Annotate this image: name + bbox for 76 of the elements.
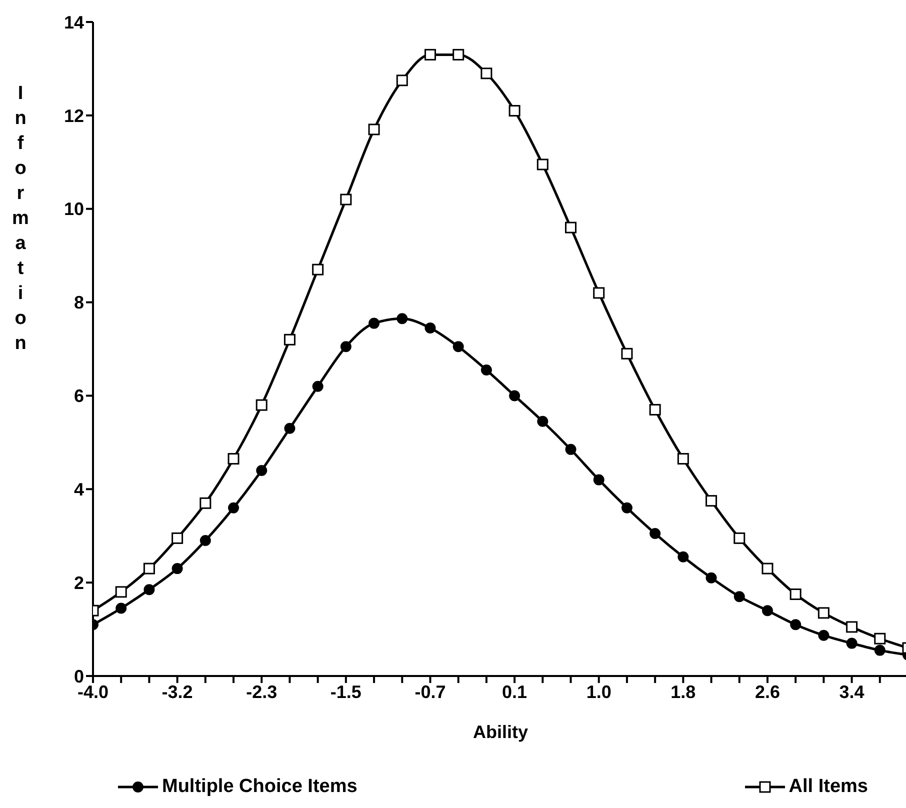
point	[846, 638, 858, 649]
x-tick-label: 1.8	[670, 682, 696, 702]
point	[312, 264, 324, 276]
point	[846, 621, 858, 633]
point	[790, 619, 802, 630]
y-tick-label: 10	[64, 199, 84, 220]
point	[480, 68, 492, 80]
point	[734, 591, 745, 602]
point	[172, 563, 183, 574]
point	[144, 584, 155, 596]
x-axis-title: Ability	[472, 722, 528, 742]
point	[200, 535, 211, 546]
x-tick-label: -1.5	[330, 682, 362, 702]
point	[790, 588, 802, 600]
y-tick-label: 2	[74, 572, 84, 593]
point	[593, 287, 605, 299]
point	[284, 334, 296, 346]
point	[256, 464, 268, 476]
legend-label: Multiple Choice Items	[161, 776, 358, 798]
y-tick-label: 6	[74, 386, 84, 406]
point	[706, 495, 718, 507]
point	[424, 322, 436, 334]
point	[818, 607, 830, 619]
x-tick-label: 2.6	[754, 682, 780, 702]
point	[706, 572, 717, 584]
point	[678, 551, 689, 562]
x-tick-label: 3.4	[839, 682, 864, 702]
point	[649, 404, 661, 416]
point	[340, 341, 352, 352]
point	[734, 532, 746, 544]
point	[818, 630, 830, 641]
point	[228, 453, 240, 465]
point	[396, 313, 408, 324]
x-tick-label: 1.0	[586, 682, 612, 702]
point	[650, 528, 661, 540]
point	[396, 74, 408, 86]
point	[874, 632, 886, 644]
point	[256, 399, 268, 411]
point	[340, 194, 352, 206]
point	[593, 474, 604, 486]
point	[621, 502, 632, 514]
point	[452, 48, 464, 60]
point	[368, 318, 380, 329]
y-tick-label: 12	[64, 106, 84, 126]
x-tick-label: -3.2	[162, 682, 193, 702]
point	[565, 222, 577, 234]
x-tick-label: -2.3	[246, 682, 278, 702]
point	[537, 416, 548, 427]
point	[424, 48, 436, 60]
point	[509, 390, 520, 402]
point	[172, 532, 184, 544]
point	[480, 364, 492, 376]
x-tick-label: -0.7	[414, 682, 446, 702]
point	[874, 644, 886, 656]
point	[228, 502, 240, 514]
point	[762, 562, 774, 574]
point	[143, 562, 155, 574]
point	[762, 605, 773, 616]
point	[536, 158, 548, 170]
point	[677, 453, 689, 465]
point	[368, 124, 380, 136]
point	[200, 497, 212, 509]
point	[621, 348, 633, 360]
legend-label: All Items	[788, 776, 868, 798]
x-tick-label: 0.1	[502, 682, 528, 702]
point	[452, 341, 464, 352]
point	[508, 105, 520, 117]
y-axis-title: Information	[10, 83, 31, 358]
point	[115, 586, 127, 598]
point	[312, 380, 324, 392]
point	[284, 422, 296, 434]
point	[565, 444, 576, 455]
y-tick-label: 14	[64, 12, 84, 32]
y-tick-label: 8	[74, 292, 84, 313]
point	[116, 602, 127, 614]
y-tick-label: 4	[74, 480, 84, 500]
